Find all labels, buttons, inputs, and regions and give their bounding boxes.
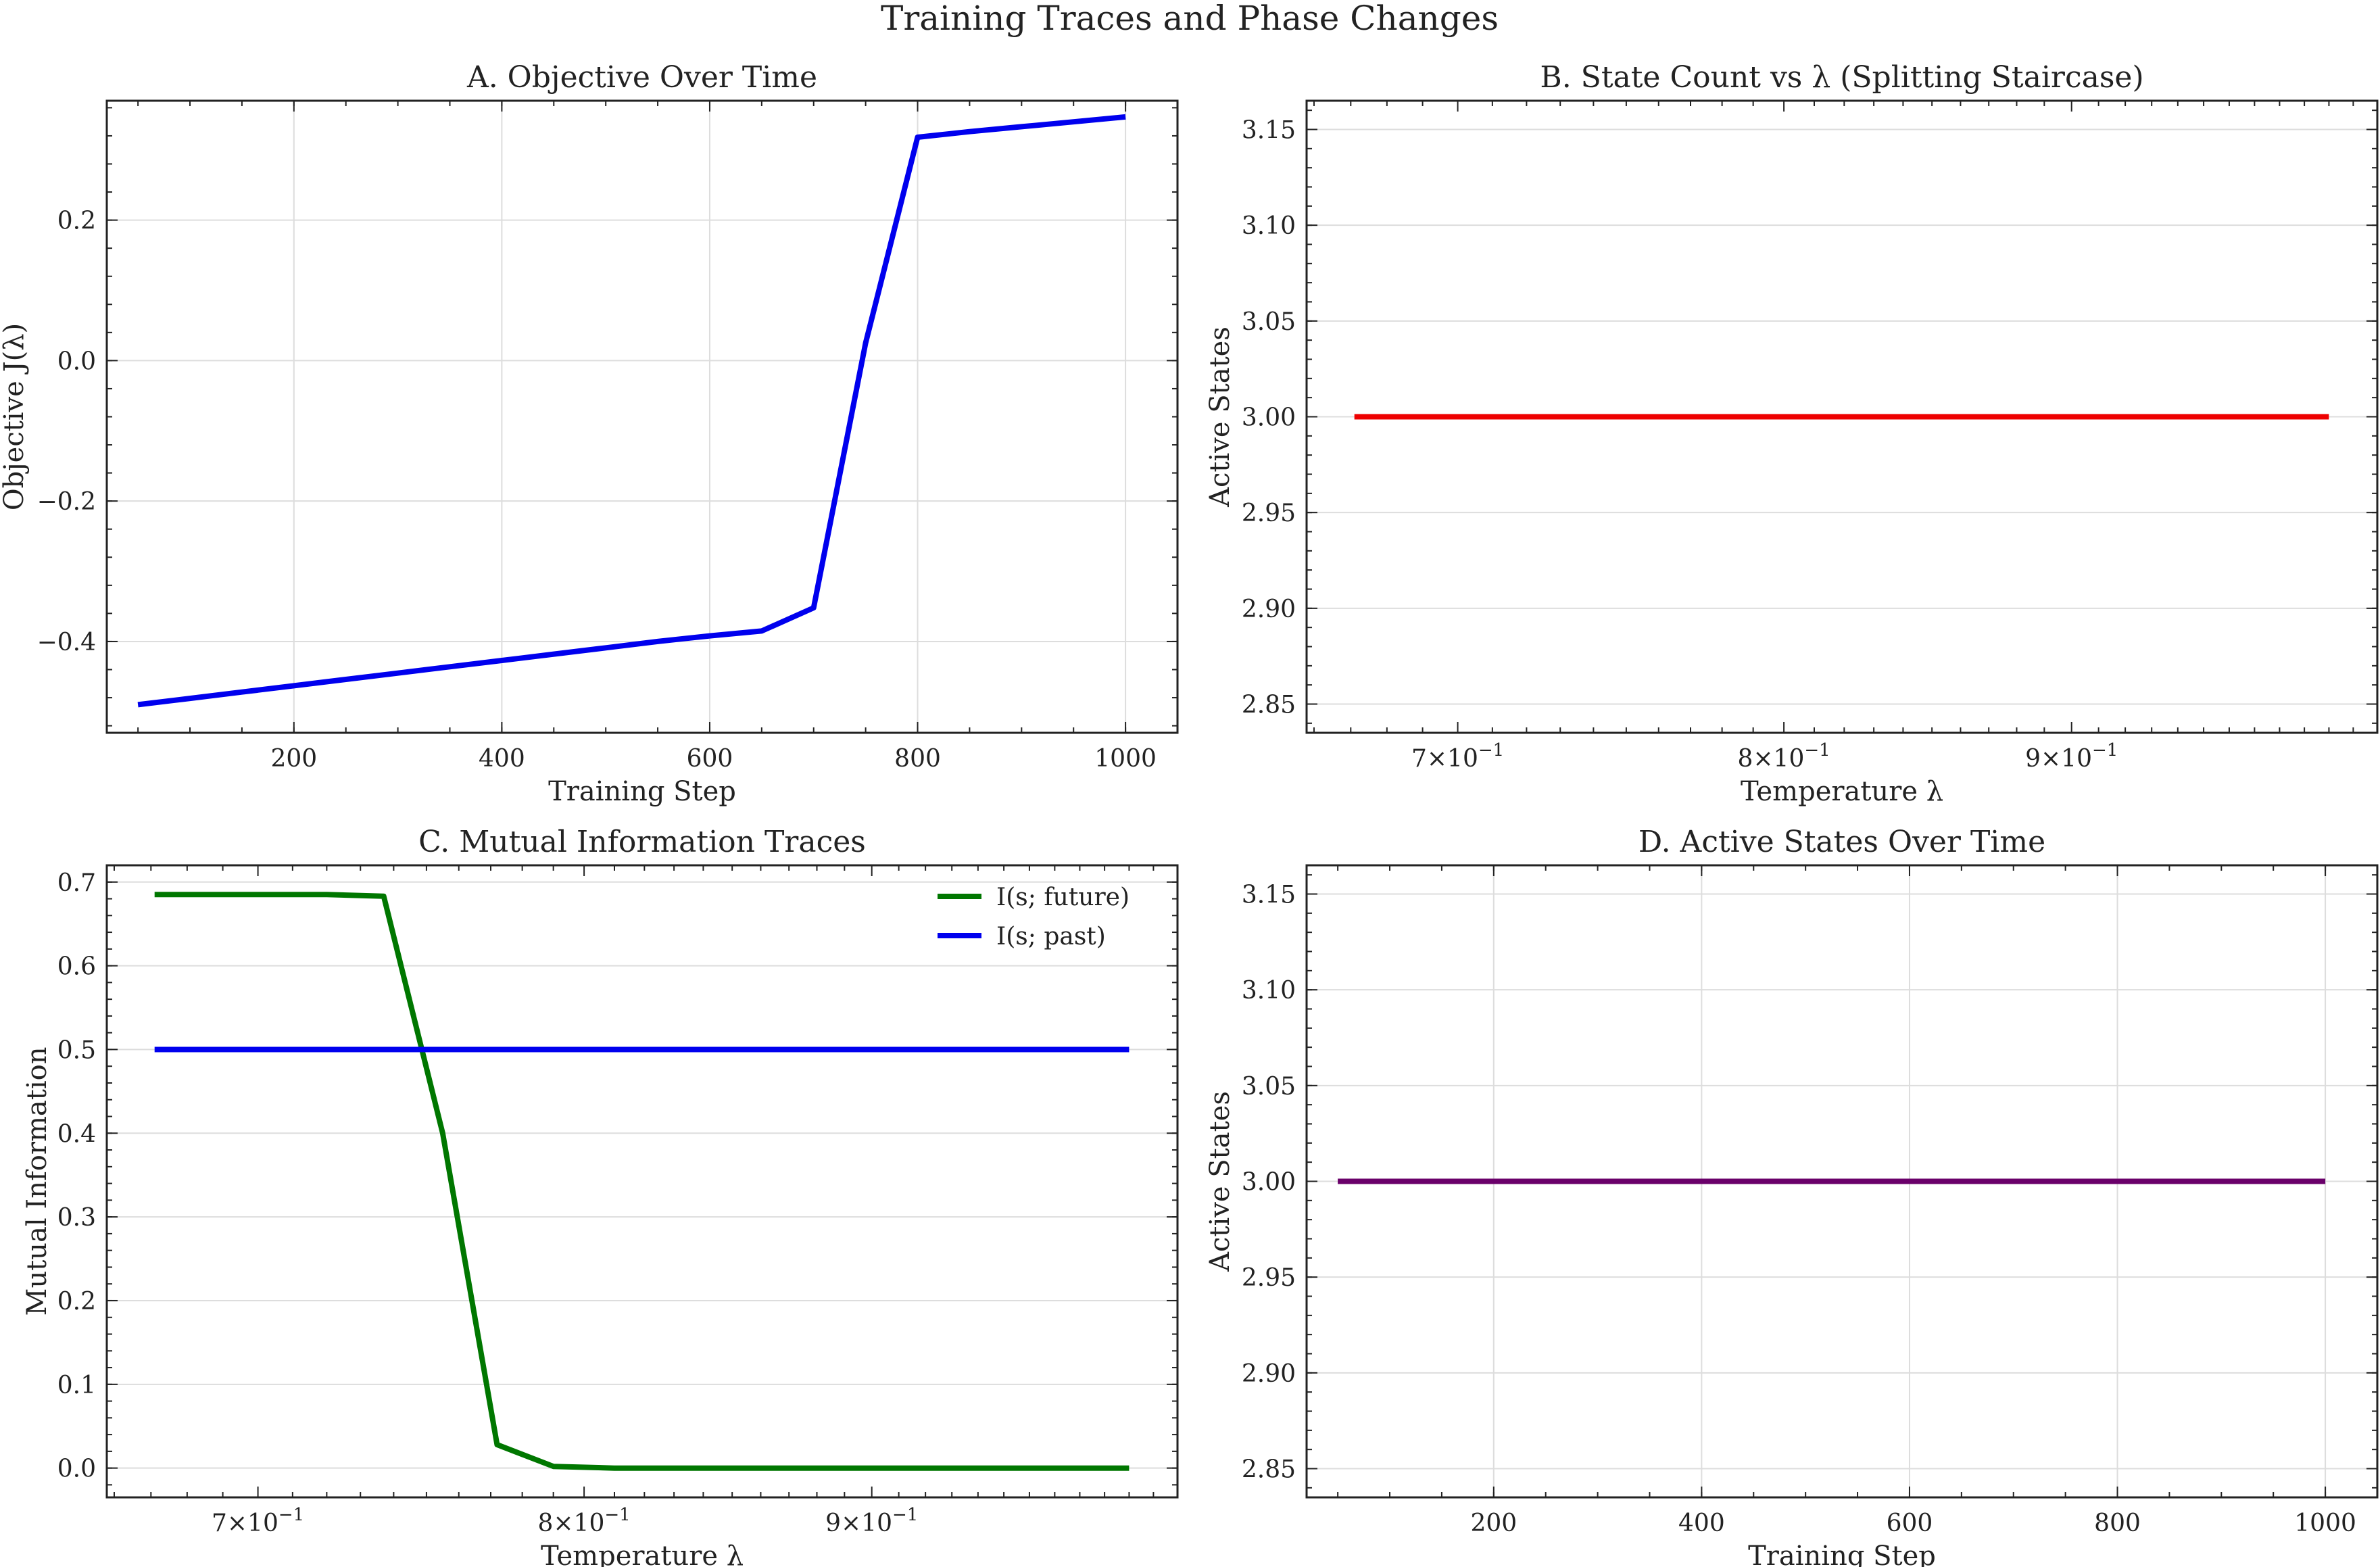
x-tick-label: 800 xyxy=(2094,1510,2141,1537)
y-tick-label: 0.3 xyxy=(57,1204,96,1232)
y-tick-label: 2.95 xyxy=(1242,1264,1296,1292)
y-tick-label: 0.4 xyxy=(57,1120,96,1148)
panels: 200 400 600 800 1000 −0.4 −0.2 0.0 0.2 A. Objecti… xyxy=(0,60,2379,1567)
y-tick-label: −0.4 xyxy=(37,629,96,656)
chart-panel-d: 200 400 600 800 1000 2.85 2.90 2.95 3.00 3.05 3.10… xyxy=(1205,825,2379,1567)
x-tick-label: 200 xyxy=(270,745,317,773)
x-tick-label-base: 9 xyxy=(2025,745,2041,773)
y-tick-label: 3.00 xyxy=(1242,1169,1296,1197)
x-tick-label: 400 xyxy=(479,745,525,773)
x-tick-label: 9×10−1 xyxy=(2025,740,2118,773)
x-tick-label: 200 xyxy=(1470,1510,1517,1537)
x-tick-label-exponent: −1 xyxy=(892,1505,918,1525)
x-tick-label-exponent: −1 xyxy=(1478,740,1504,761)
panel-title: A. Objective Over Time xyxy=(466,60,817,95)
x-tick-label-exponent: −1 xyxy=(2092,740,2118,761)
series-line-c-0 xyxy=(154,892,1130,1471)
legend-label: I(s; future) xyxy=(996,884,1130,911)
legend-label: I(s; past) xyxy=(996,923,1106,950)
y-tick-label: 0.0 xyxy=(57,1455,96,1483)
y-tick-label: 0.2 xyxy=(57,208,96,235)
panel-title: C. Mutual Information Traces xyxy=(418,825,866,859)
y-tick-label: 2.95 xyxy=(1242,500,1296,527)
y-tick-label: 3.15 xyxy=(1242,117,1296,145)
y-tick-label: 2.90 xyxy=(1242,1360,1296,1388)
chart-panel-c: 7×10−1 8×10−1 9×10−10.00.10.20.30.40.50.60… xyxy=(22,825,1179,1567)
x-tick-label-base: 8 xyxy=(1737,745,1753,773)
x-axis-label: Training Step xyxy=(1748,1541,1936,1567)
y-axis-label: Active States xyxy=(1205,327,1236,508)
x-tick-label: 600 xyxy=(687,745,733,773)
y-tick-label: 0.6 xyxy=(57,953,96,981)
x-tick-label: 400 xyxy=(1678,1510,1725,1537)
plot-frame xyxy=(105,864,1179,1499)
x-tick-label-times: ×10 xyxy=(1427,745,1478,773)
y-tick-label: 3.05 xyxy=(1242,1073,1296,1101)
x-tick-label-base: 9 xyxy=(825,1510,841,1537)
plot-frame xyxy=(105,99,1179,734)
x-tick-label-times: ×10 xyxy=(1753,745,1804,773)
y-tick-label: 0.0 xyxy=(57,347,96,375)
y-axis-label: Objective J(λ) xyxy=(0,323,30,510)
x-tick-label: 800 xyxy=(894,745,941,773)
x-tick-label: 7×10−1 xyxy=(1411,740,1504,773)
x-tick-label-times: ×10 xyxy=(553,1510,604,1537)
y-tick-label: 2.90 xyxy=(1242,596,1296,623)
panel-title: D. Active States Over Time xyxy=(1638,825,2045,859)
panel-title: B. State Count vs λ (Splitting Staircase… xyxy=(1540,60,2143,95)
y-tick-label: 0.1 xyxy=(57,1372,96,1399)
x-tick-label: 600 xyxy=(1887,1510,1933,1537)
x-tick-label: 8×10−1 xyxy=(1737,740,1830,773)
x-axis-label: Temperature λ xyxy=(1741,776,1943,807)
y-axis-label: Mutual Information xyxy=(22,1047,53,1316)
series-line-a-0 xyxy=(137,114,1126,708)
x-axis-label: Training Step xyxy=(548,776,736,807)
y-tick-label: 3.00 xyxy=(1242,404,1296,432)
x-tick-label-times: ×10 xyxy=(841,1510,892,1537)
y-tick-label: 3.15 xyxy=(1242,882,1296,909)
x-tick-label-exponent: −1 xyxy=(604,1505,630,1525)
x-tick-label-times: ×10 xyxy=(227,1510,278,1537)
legend: I(s; future) I(s; past) xyxy=(938,884,1130,950)
y-tick-label: 2.85 xyxy=(1242,1456,1296,1484)
y-tick-label: 0.2 xyxy=(57,1288,96,1316)
x-tick-label: 7×10−1 xyxy=(212,1505,304,1537)
y-tick-label: 0.5 xyxy=(57,1036,96,1064)
plot-frame xyxy=(1305,99,2379,734)
y-tick-label: 3.10 xyxy=(1242,212,1296,240)
x-tick-label-times: ×10 xyxy=(2041,745,2092,773)
x-tick-label: 8×10−1 xyxy=(537,1505,630,1537)
y-tick-label: 3.05 xyxy=(1242,308,1296,336)
x-tick-label: 1000 xyxy=(2294,1510,2356,1537)
y-tick-label: −0.2 xyxy=(37,488,96,516)
x-tick-label-base: 8 xyxy=(537,1510,553,1537)
x-axis-label: Temperature λ xyxy=(541,1541,744,1567)
y-tick-label: 0.7 xyxy=(57,869,96,897)
x-tick-label: 9×10−1 xyxy=(825,1505,918,1537)
x-tick-label-base: 7 xyxy=(1411,745,1427,773)
x-tick-label-exponent: −1 xyxy=(1804,740,1830,761)
x-tick-label-exponent: −1 xyxy=(278,1505,304,1525)
y-axis-label: Active States xyxy=(1205,1091,1236,1272)
chart-panel-a: 200 400 600 800 1000 −0.4 −0.2 0.0 0.2 A. Objecti… xyxy=(0,60,1179,807)
figure-title: Training Traces and Phase Changes xyxy=(881,0,1499,38)
y-tick-label: 3.10 xyxy=(1242,977,1296,1005)
chart-panel-b: 7×10−1 8×10−1 9×10−12.852.902.953.003.053.… xyxy=(1205,60,2379,807)
y-tick-label: 2.85 xyxy=(1242,692,1296,719)
x-tick-label-base: 7 xyxy=(212,1510,227,1537)
plot-frame xyxy=(1305,864,2379,1499)
x-tick-label: 1000 xyxy=(1094,745,1157,773)
